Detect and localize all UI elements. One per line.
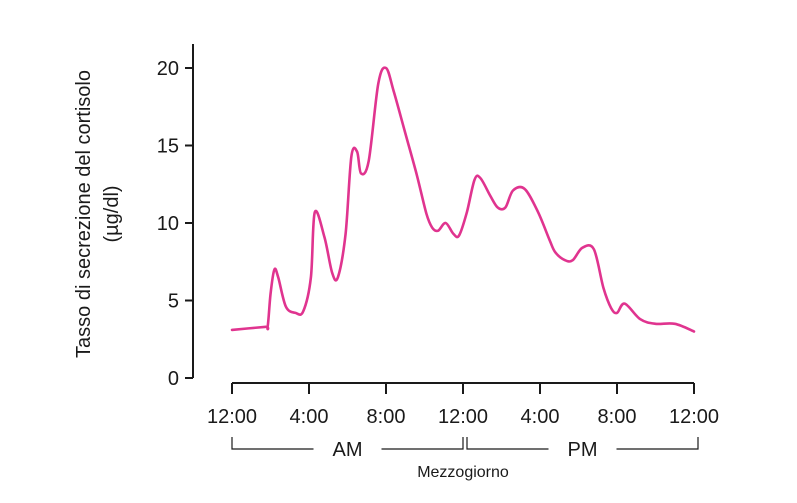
y-tick-label: 15 — [157, 136, 179, 158]
period-bracket-right — [616, 437, 699, 450]
x-tick-label: 8:00 — [367, 406, 406, 428]
y-axis-title: Tasso di secrezione del cortisolo — [73, 70, 95, 358]
x-tick-label: 4:00 — [521, 406, 560, 428]
x-tick-label: 12:00 — [207, 406, 257, 428]
period-label: AM — [333, 439, 363, 461]
period-brackets: AM PM — [231, 437, 699, 461]
cortisol-series-line — [230, 66, 696, 333]
y-axis-title-group: Tasso di secrezione del cortisolo (µg/dl… — [73, 70, 123, 358]
x-tick-label: 12:00 — [669, 406, 719, 428]
y-tick-label: 0 — [168, 368, 179, 390]
y-tick-label: 5 — [168, 291, 179, 313]
period-bracket-right — [381, 437, 464, 450]
period-bracket-left — [231, 437, 314, 450]
y-axis-unit: (µg/dl) — [101, 185, 123, 242]
x-tick-label: 8:00 — [598, 406, 637, 428]
period-bracket-left — [466, 437, 549, 450]
period-label: PM — [568, 439, 598, 461]
x-tick-label: 4:00 — [290, 406, 329, 428]
series-group — [230, 66, 696, 333]
x-tick-label: 12:00 — [438, 406, 488, 428]
y-tick-label: 20 — [157, 58, 179, 80]
y-axis: 0 5 10 15 20 — [157, 44, 194, 390]
y-tick-label: 10 — [157, 213, 179, 235]
x-axis: 12:00 4:00 8:00 12:00 4:00 8:00 12:00 — [207, 382, 719, 428]
noon-label: Mezzogiorno — [417, 464, 509, 481]
